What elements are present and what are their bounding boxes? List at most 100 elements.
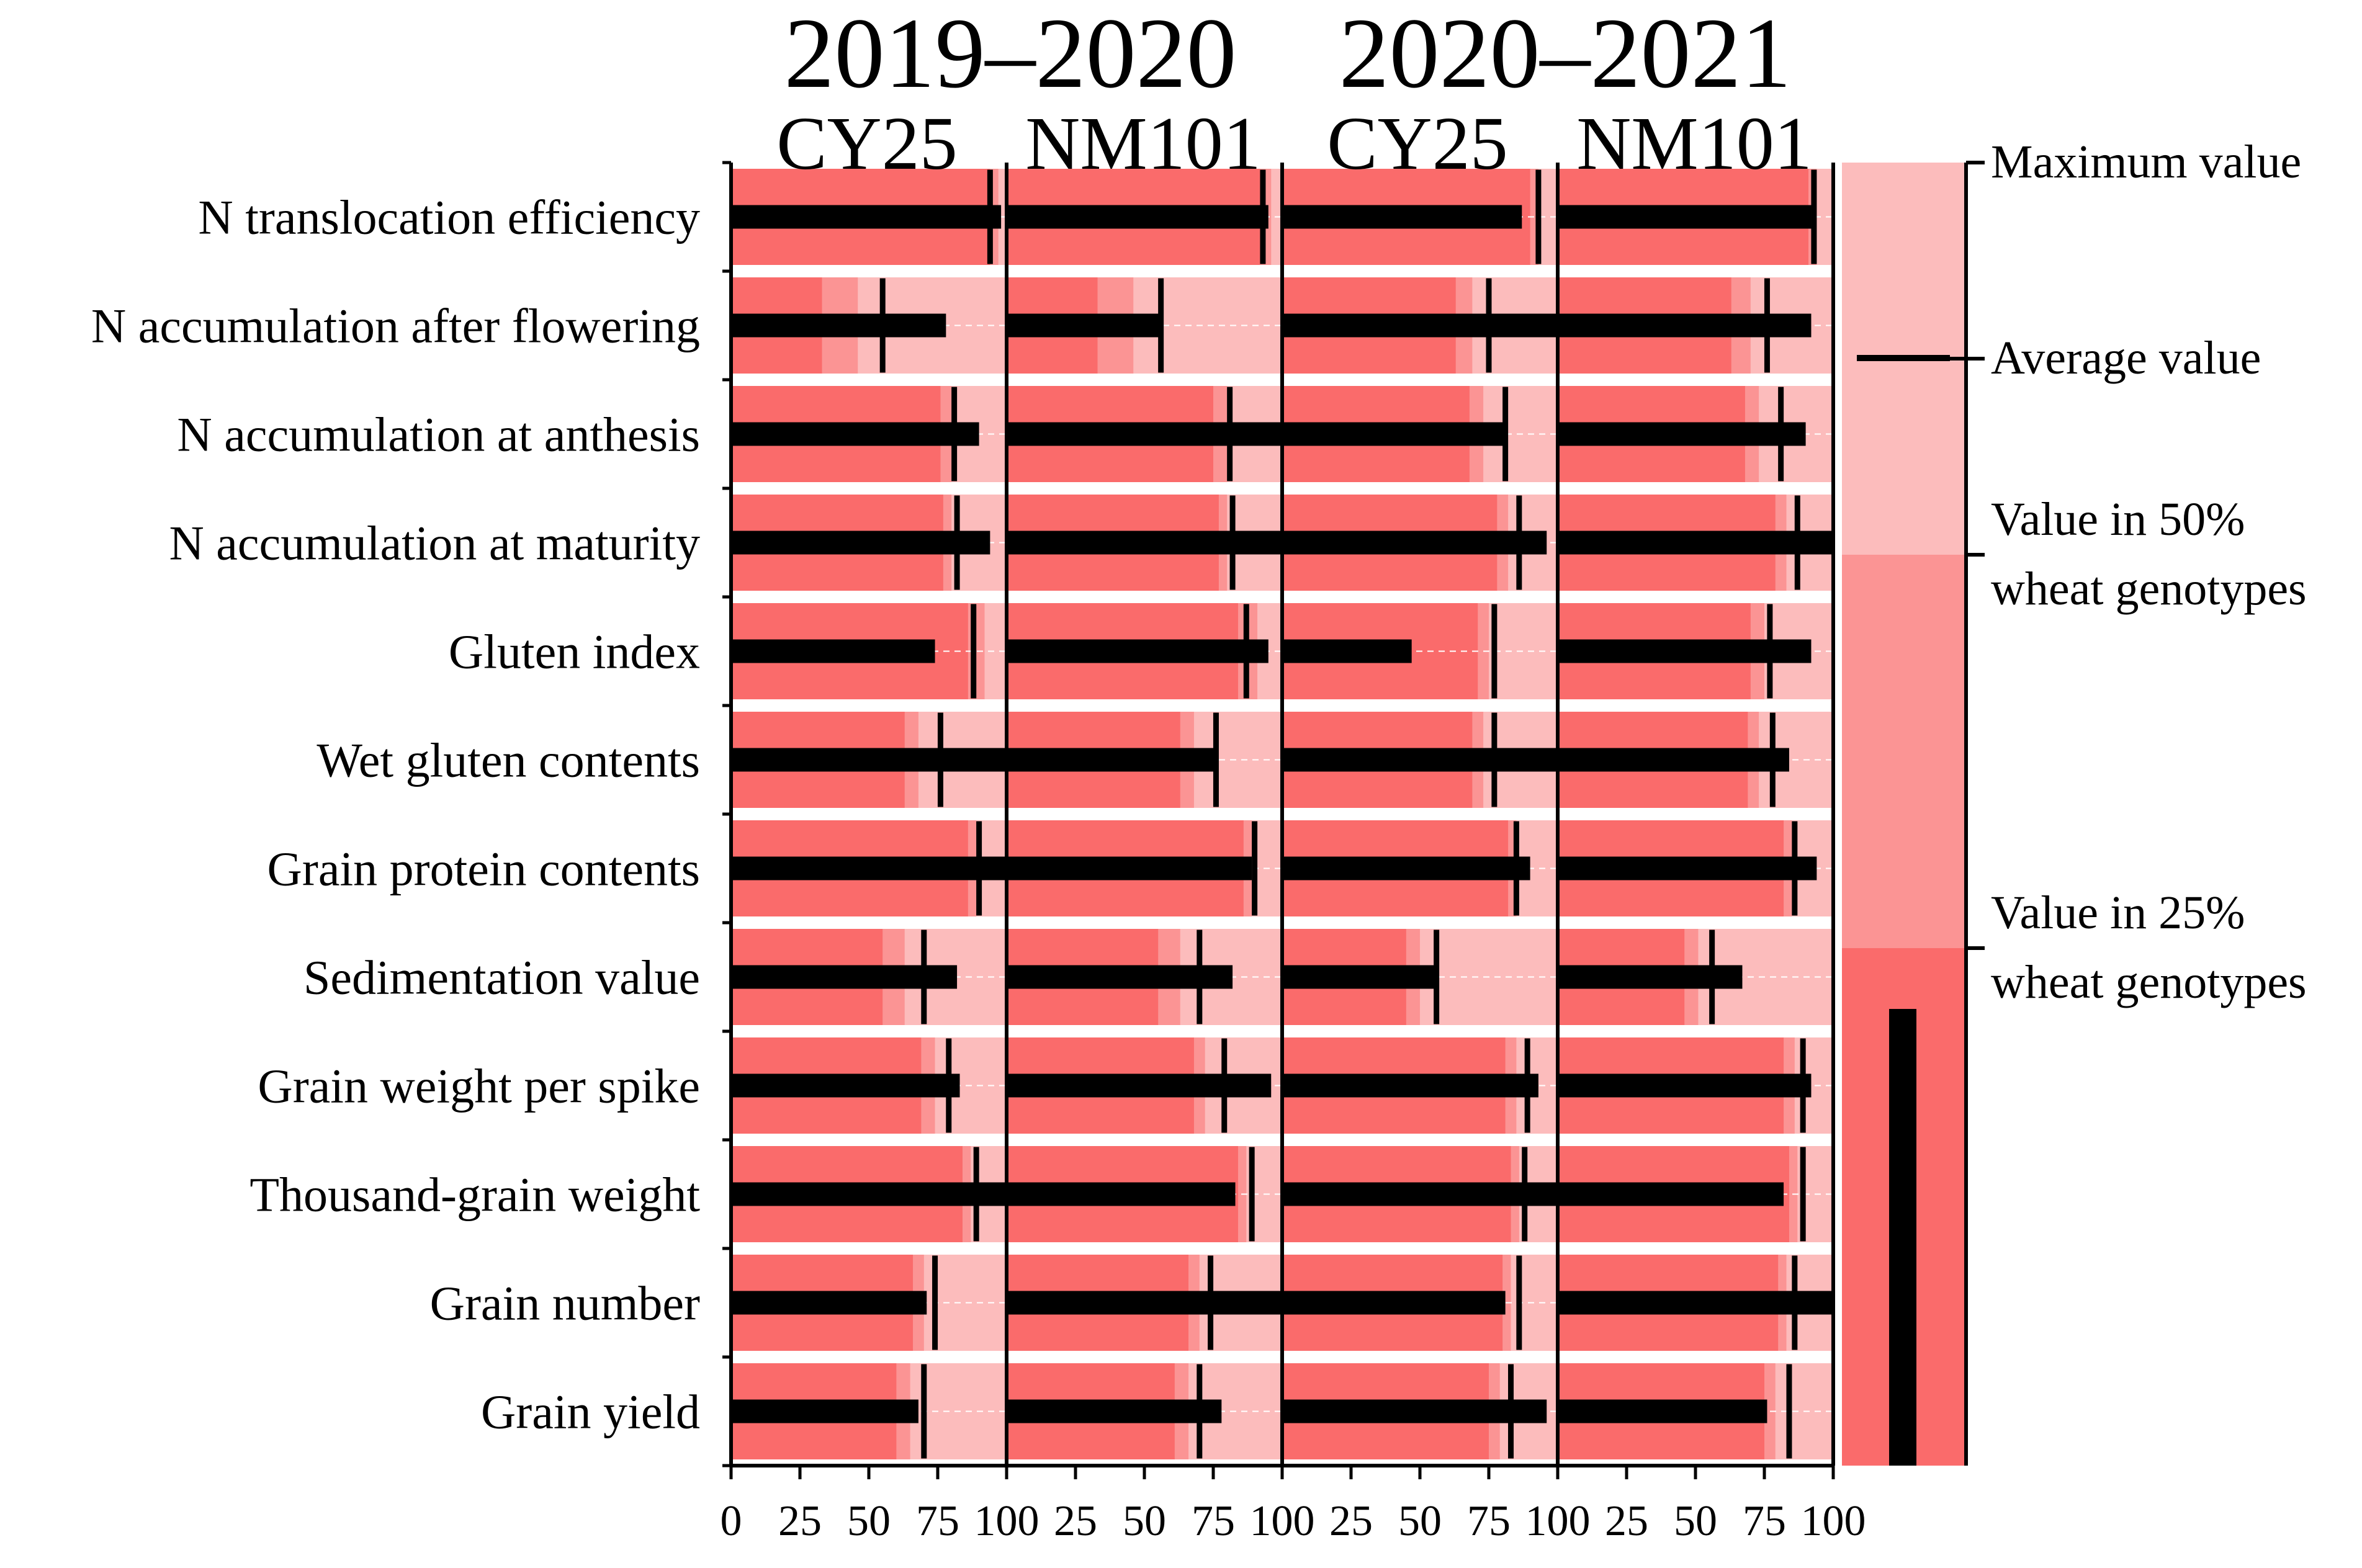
legend-label-q25-line1: Value in 25% — [1991, 887, 2245, 939]
average-marker — [1213, 712, 1219, 807]
value-bar — [731, 1073, 960, 1098]
category-label: Gluten index — [449, 625, 700, 679]
value-bar — [1282, 205, 1522, 229]
value-bar — [1558, 748, 1789, 772]
average-marker — [1800, 1147, 1806, 1242]
average-marker — [1764, 278, 1770, 373]
average-marker — [1227, 387, 1233, 482]
x-tick-label: 25 — [778, 1497, 822, 1545]
category-label: N translocation efficiency — [198, 190, 700, 244]
value-bar — [731, 313, 946, 338]
average-marker — [946, 1038, 952, 1133]
value-bar — [1007, 1399, 1222, 1423]
average-marker — [1709, 930, 1715, 1024]
legend-label-q50-line1: Value in 50% — [1991, 493, 2245, 545]
average-marker — [1197, 1364, 1203, 1459]
legend-label-average: Average value — [1991, 332, 2261, 384]
average-marker — [921, 1364, 927, 1459]
legend-value-bar — [1889, 1009, 1916, 1466]
value-bar — [731, 1291, 927, 1315]
title-layer: 2019–2020 2020–2021 CY25 NM101 CY25 NM10… — [776, 0, 1812, 186]
average-marker — [1502, 387, 1509, 482]
average-marker — [1800, 1038, 1806, 1133]
x-tick-label: 100 — [974, 1497, 1040, 1545]
value-bar — [731, 1399, 918, 1423]
value-bar — [1558, 856, 1817, 880]
value-bar — [1558, 422, 1806, 446]
average-marker — [1243, 604, 1249, 699]
category-label: Wet gluten contents — [317, 733, 700, 787]
average-marker — [1767, 604, 1773, 699]
x-tick-label: 100 — [1801, 1497, 1866, 1545]
value-bar — [731, 205, 1002, 229]
value-bar — [1558, 1399, 1767, 1423]
average-marker — [1778, 387, 1784, 482]
average-marker — [1491, 604, 1498, 699]
value-bar — [1007, 1291, 1282, 1315]
value-bar — [1282, 856, 1530, 880]
category-label: Grain weight per spike — [258, 1059, 700, 1113]
value-bar — [1558, 531, 1833, 555]
value-bar — [1007, 531, 1282, 555]
average-marker — [951, 387, 958, 482]
category-label: N accumulation at maturity — [169, 516, 700, 570]
x-tick-label: 75 — [1743, 1497, 1786, 1545]
average-marker — [1516, 1255, 1522, 1350]
value-bar — [1007, 965, 1233, 989]
average-marker — [1249, 1147, 1255, 1242]
legend-label-q25-line2: wheat genotypes — [1991, 956, 2307, 1008]
value-bar — [1558, 1182, 1784, 1206]
value-bar — [1007, 422, 1282, 446]
average-marker — [1769, 712, 1776, 807]
value-bar — [1282, 748, 1558, 772]
value-bar — [1282, 531, 1547, 555]
value-bar — [1558, 205, 1812, 229]
value-bar — [731, 531, 990, 555]
x-tick-label: 0 — [1272, 1497, 1293, 1545]
average-marker — [1786, 1364, 1792, 1459]
value-bar — [1007, 1073, 1272, 1098]
value-bar — [1282, 1399, 1547, 1423]
value-bar — [1558, 313, 1812, 338]
value-bar — [1282, 1291, 1506, 1315]
x-tick-label: 25 — [1605, 1497, 1648, 1545]
average-marker — [937, 712, 943, 807]
average-marker — [954, 495, 960, 590]
legend-label-q50-line2: wheat genotypes — [1991, 563, 2307, 615]
average-marker — [1516, 495, 1522, 590]
value-bar — [731, 965, 958, 989]
x-tick-label: 75 — [1467, 1497, 1511, 1545]
legend-average-marker — [1857, 355, 1950, 361]
value-bar — [1007, 1182, 1236, 1206]
value-bar — [1007, 639, 1269, 663]
x-tick-label: 75 — [1192, 1497, 1235, 1545]
value-bar — [1282, 639, 1412, 663]
average-marker — [973, 1147, 979, 1242]
x-tick-label: 0 — [996, 1497, 1018, 1545]
cultivar-title-3: CY25 — [1327, 102, 1507, 186]
legend-label-q25: Value in 25% wheat genotypes — [1991, 887, 2307, 1008]
category-label: Grain number — [430, 1276, 700, 1330]
x-tick-label: 100 — [1250, 1497, 1315, 1545]
year-title-2: 2020–2021 — [1339, 0, 1792, 109]
value-bar — [1282, 965, 1437, 989]
category-label: Grain protein contents — [267, 842, 700, 896]
average-marker — [1513, 821, 1519, 916]
x-tick-label: 50 — [847, 1497, 891, 1545]
average-marker — [1794, 495, 1800, 590]
average-marker — [1208, 1255, 1214, 1350]
value-bar — [1558, 639, 1812, 663]
value-bar — [731, 1182, 1007, 1206]
value-bar — [731, 639, 935, 663]
average-marker — [1792, 821, 1798, 916]
x-tick-label: 50 — [1398, 1497, 1442, 1545]
average-marker — [971, 604, 977, 699]
legend-label-q50: Value in 50% wheat genotypes — [1991, 493, 2307, 615]
average-marker — [1158, 278, 1164, 373]
year-title-1: 2019–2020 — [784, 0, 1237, 109]
value-bar — [1007, 748, 1216, 772]
x-tick-label: 25 — [1054, 1497, 1097, 1545]
legend-band-q50 — [1842, 555, 1966, 948]
value-bar — [731, 422, 979, 446]
